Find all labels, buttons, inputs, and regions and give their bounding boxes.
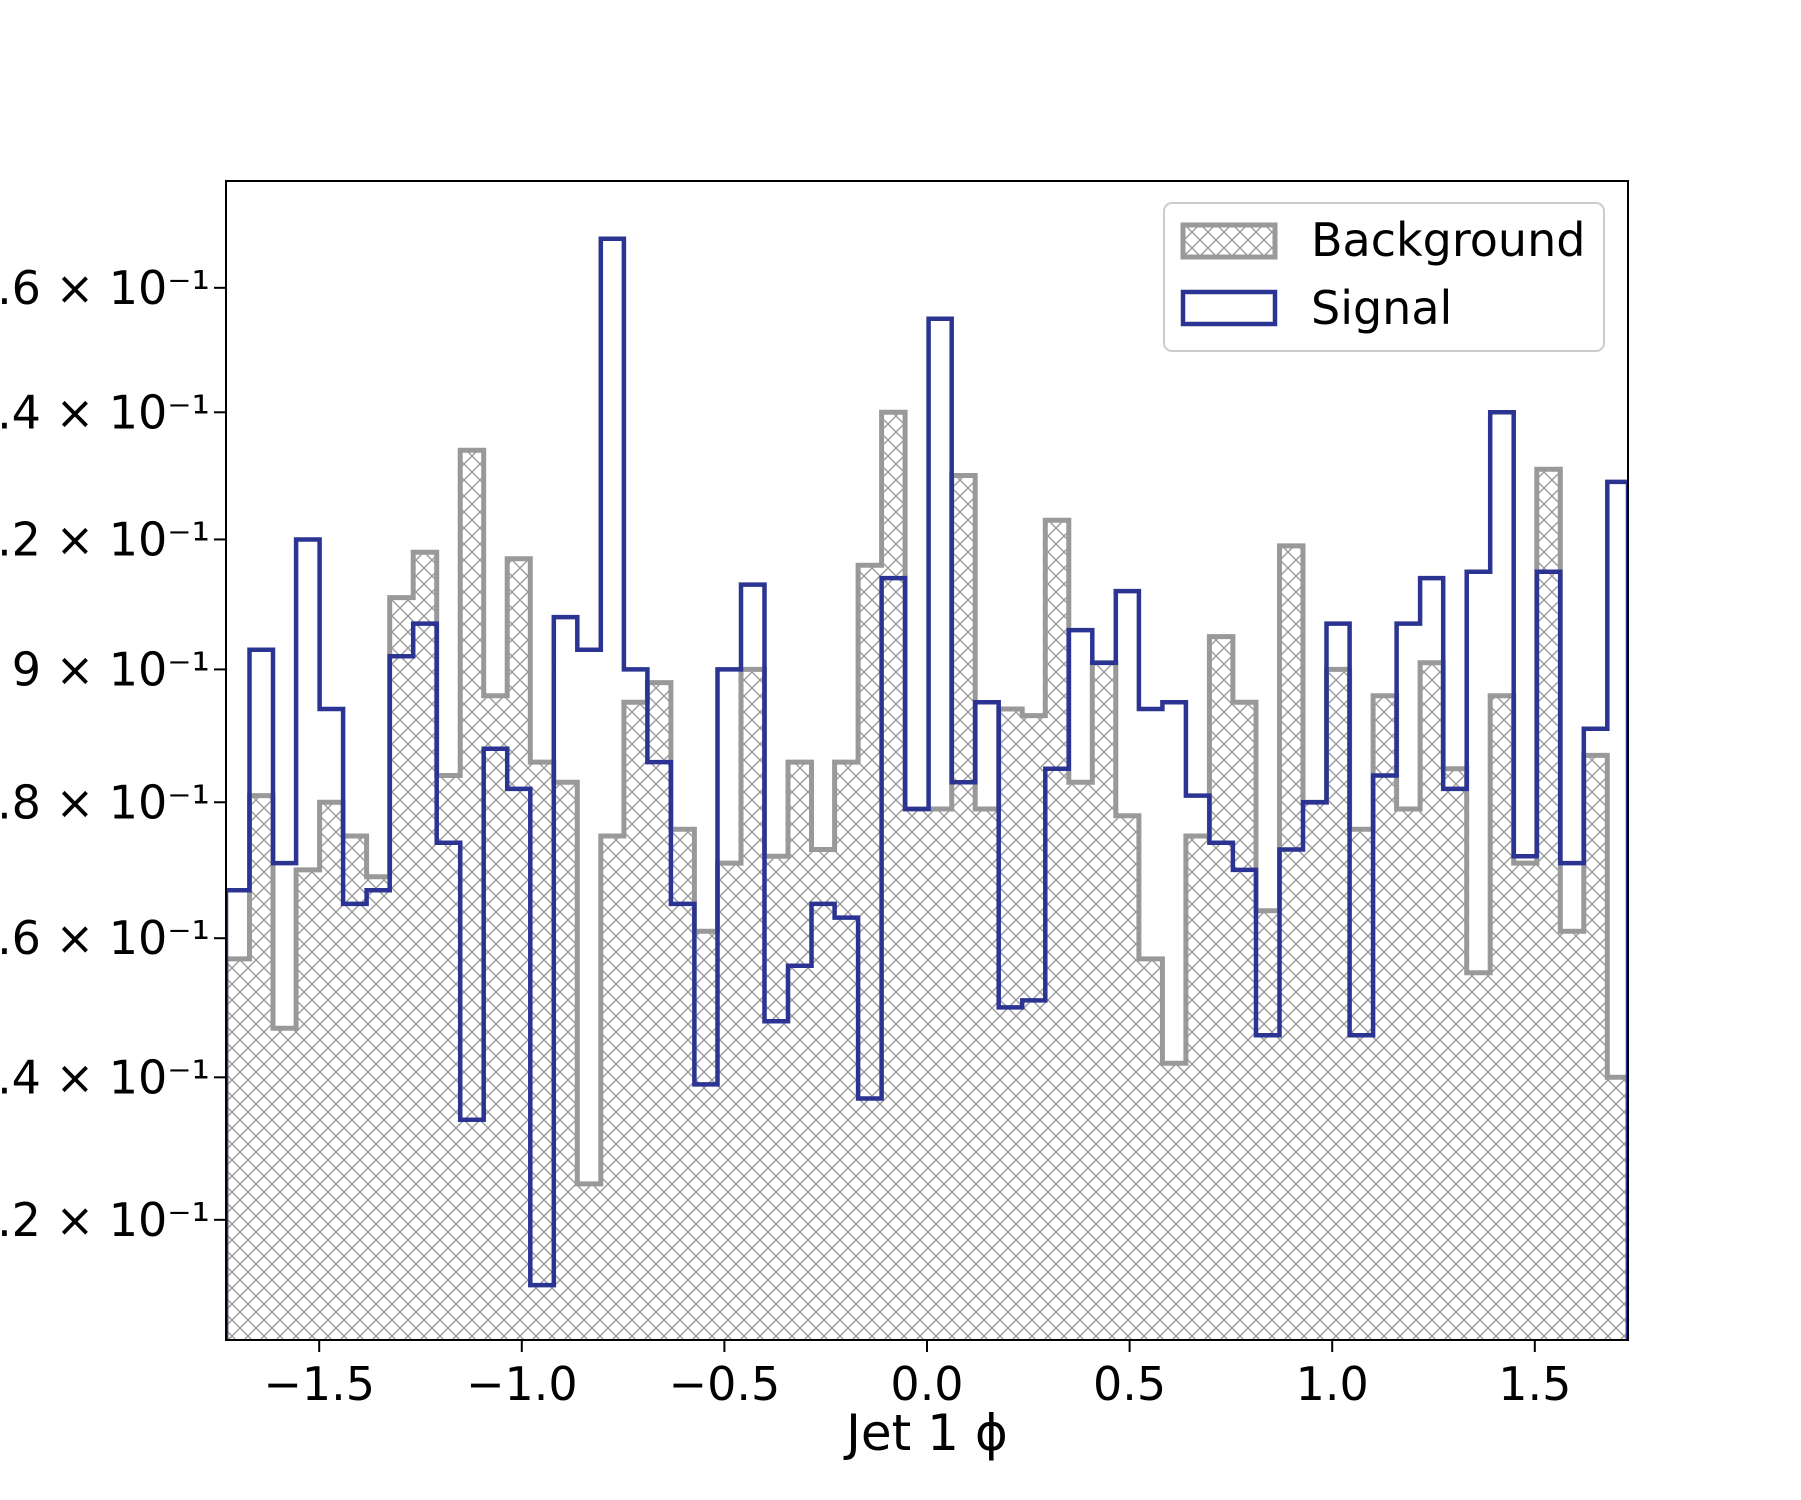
legend: Background Signal	[1163, 202, 1605, 352]
background-bar	[249, 795, 274, 1340]
background-bar	[226, 958, 251, 1340]
background-bar	[1420, 662, 1444, 1340]
background-bar	[1256, 910, 1281, 1340]
plot-area	[226, 236, 1628, 1340]
background-bar	[1303, 802, 1328, 1340]
background-bar	[1022, 715, 1046, 1340]
y-tick-label: 8.8 × 10⁻¹	[0, 775, 210, 829]
background-bar	[998, 709, 1023, 1340]
background-bar	[1092, 662, 1117, 1340]
background-bar	[1583, 755, 1608, 1340]
background-bar	[1115, 815, 1140, 1340]
background-bar	[1349, 829, 1374, 1340]
background-bar	[741, 669, 766, 1340]
background-bar	[717, 863, 742, 1340]
signal-outline	[226, 236, 1628, 1340]
background-bar	[811, 849, 836, 1340]
background-bar	[975, 809, 1000, 1340]
background-bar	[788, 762, 813, 1340]
background-bar	[1466, 972, 1491, 1340]
background-bar	[764, 856, 789, 1340]
background-bar	[460, 450, 485, 1340]
background-bar	[1162, 1063, 1187, 1340]
background-bar	[507, 558, 531, 1340]
background-bar	[1560, 931, 1585, 1340]
background-bar	[1232, 702, 1257, 1340]
background-bar	[1396, 809, 1421, 1340]
background-bar	[436, 775, 461, 1340]
background-bar	[905, 809, 930, 1340]
background-bar	[1209, 636, 1234, 1340]
background-bar	[273, 1028, 297, 1340]
background-bar	[1536, 469, 1561, 1340]
background-bar	[1443, 768, 1468, 1340]
y-tick-label: 9.4 × 10⁻¹	[0, 385, 210, 439]
x-tick-label: 1.0	[1296, 1357, 1369, 1411]
x-tick-label: −0.5	[669, 1357, 781, 1411]
background-bar	[1045, 520, 1070, 1340]
x-tick-label: 1.5	[1498, 1357, 1571, 1411]
y-tick-label: 9 × 10⁻¹	[12, 642, 210, 696]
background-bar	[834, 762, 859, 1340]
y-tick-label: 9.6 × 10⁻¹	[0, 261, 210, 315]
background-bar	[483, 695, 508, 1340]
background-bar	[928, 809, 953, 1340]
background-histogram	[226, 412, 1628, 1340]
background-bar	[1607, 1077, 1628, 1340]
background-bar	[623, 702, 648, 1340]
y-tick-label: 9.2 × 10⁻¹	[0, 512, 210, 566]
background-bar	[647, 682, 672, 1340]
legend-background-swatch	[1180, 222, 1278, 260]
background-bar	[296, 869, 321, 1340]
y-tick-label: 8.6 × 10⁻¹	[0, 911, 210, 965]
legend-signal-label: Signal	[1311, 281, 1452, 335]
background-bar	[694, 931, 719, 1340]
x-tick-label: 0.0	[890, 1357, 963, 1411]
background-bar	[366, 876, 391, 1340]
background-bar	[1068, 782, 1093, 1340]
background-bar	[319, 802, 344, 1340]
background-bar	[1279, 545, 1304, 1340]
background-bar	[881, 412, 906, 1340]
background-bar	[343, 836, 368, 1340]
legend-signal-swatch	[1180, 289, 1278, 327]
background-bar	[389, 597, 414, 1340]
background-bar	[858, 565, 883, 1340]
background-bar	[670, 829, 695, 1340]
x-tick-label: 0.5	[1093, 1357, 1166, 1411]
y-tick-label: 8.2 × 10⁻¹	[0, 1193, 210, 1247]
background-bar	[1326, 669, 1351, 1340]
background-bar	[1138, 958, 1163, 1340]
x-axis-label: Jet 1 ϕ	[843, 1404, 1008, 1462]
background-bar	[600, 836, 625, 1340]
background-bar	[951, 475, 976, 1340]
background-bar	[413, 552, 438, 1340]
background-bar	[1185, 836, 1210, 1340]
y-tick-label: 8.4 × 10⁻¹	[0, 1050, 210, 1104]
background-bar	[577, 1183, 602, 1340]
legend-background-label: Background	[1311, 213, 1585, 267]
x-tick-label: −1.5	[263, 1357, 375, 1411]
x-tick-label: −1.0	[466, 1357, 578, 1411]
background-bar	[1490, 695, 1515, 1340]
y-axis: 8.2 × 10⁻¹ 8.4 × 10⁻¹ 8.6 × 10⁻¹ 8.8 × 10⁻¹…	[0, 261, 226, 1247]
background-bar	[1373, 695, 1398, 1340]
x-axis: −1.5 −1.0 −0.5 0.0 0.5 1.0 1.5	[263, 1340, 1571, 1411]
background-bar	[1513, 863, 1538, 1340]
background-bar	[553, 782, 578, 1340]
background-bar	[530, 762, 555, 1340]
